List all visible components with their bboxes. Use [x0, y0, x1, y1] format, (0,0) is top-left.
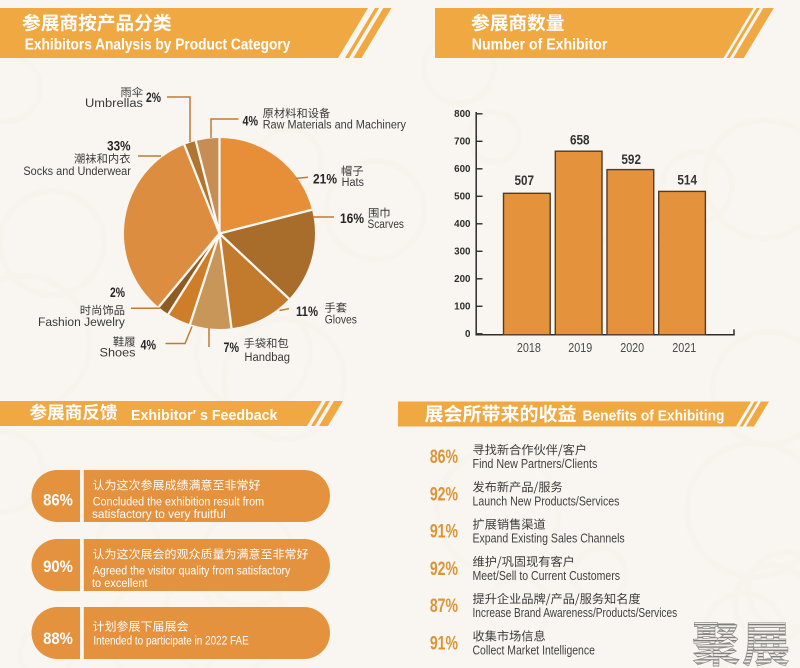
svg-text:87%: 87% [430, 595, 458, 617]
svg-text:Exhibitor′ s Feedback: Exhibitor′ s Feedback [131, 408, 277, 424]
svg-text:100: 100 [454, 302, 471, 313]
svg-text:2019: 2019 [568, 340, 592, 355]
svg-text:91%: 91% [430, 632, 458, 654]
svg-text:300: 300 [454, 247, 471, 258]
svg-text:21%: 21% [313, 170, 337, 186]
svg-text:400: 400 [454, 219, 471, 230]
svg-text:Scarves: Scarves [368, 218, 405, 231]
svg-text:2021: 2021 [672, 340, 696, 355]
svg-text:11%: 11% [296, 303, 319, 320]
svg-text:2020: 2020 [620, 340, 644, 355]
svg-text:satisfactory to very fruitful: satisfactory to very fruitful [92, 507, 226, 521]
svg-text:16%: 16% [340, 210, 364, 226]
svg-text:Benefits of Exhibiting: Benefits of Exhibiting [583, 408, 725, 424]
svg-text:507: 507 [515, 172, 535, 188]
svg-text:Agreed the visitor quality fro: Agreed the visitor quality from satisfac… [93, 565, 291, 578]
svg-text:4%: 4% [141, 337, 157, 353]
svg-text:Meet/Sell to Current Customers: Meet/Sell to Current Customers [473, 569, 621, 583]
svg-text:600: 600 [454, 164, 471, 175]
svg-text:2%: 2% [146, 89, 161, 105]
svg-text:2018: 2018 [517, 340, 541, 355]
svg-text:88%: 88% [43, 630, 73, 648]
svg-text:7%: 7% [224, 340, 240, 356]
svg-text:500: 500 [454, 192, 471, 203]
svg-text:200: 200 [454, 274, 471, 285]
svg-text:Socks and Underwear: Socks and Underwear [23, 165, 131, 179]
svg-text:Umbrellas: Umbrellas [85, 96, 143, 110]
svg-text:Fashion Jewelry: Fashion Jewelry [38, 315, 126, 329]
svg-text:90%: 90% [43, 558, 73, 576]
svg-text:800: 800 [454, 109, 471, 120]
svg-text:Increase Brand Awareness/Produ: Increase Brand Awareness/Products/Servic… [473, 607, 678, 620]
svg-text:514: 514 [677, 171, 697, 187]
svg-text:700: 700 [454, 137, 471, 148]
svg-text:Launch New Products/Services: Launch New Products/Services [473, 494, 620, 508]
svg-text:to excellent: to excellent [92, 576, 148, 590]
svg-text:Number of Exhibitor: Number of Exhibitor [472, 37, 608, 54]
svg-text:Find New Partners/Clients: Find New Partners/Clients [473, 456, 598, 471]
svg-text:92%: 92% [430, 558, 458, 580]
svg-text:2%: 2% [110, 284, 125, 300]
svg-text:Expand Existing Sales Channels: Expand Existing Sales Channels [473, 532, 625, 546]
svg-text:86%: 86% [43, 492, 73, 510]
svg-text:592: 592 [621, 151, 641, 167]
svg-text:33%: 33% [107, 138, 131, 154]
svg-text:Handbag: Handbag [244, 351, 290, 365]
svg-text:92%: 92% [430, 483, 458, 505]
svg-text:Exhibitors Analysis by Product: Exhibitors Analysis by Product Category [25, 37, 291, 54]
svg-text:91%: 91% [430, 520, 458, 542]
svg-text:Shoes: Shoes [100, 346, 136, 360]
svg-text:Raw Materials and Machinery: Raw Materials and Machinery [263, 118, 406, 132]
svg-text:Collect Market Intelligence: Collect Market Intelligence [473, 643, 595, 657]
svg-text:86%: 86% [430, 446, 458, 468]
svg-text:0: 0 [465, 329, 471, 340]
svg-text:Intended to participate in 202: Intended to participate in 2022 FAE [93, 634, 248, 647]
svg-text:Concluded the exhibition resul: Concluded the exhibition result from [93, 496, 264, 509]
svg-text:4%: 4% [243, 113, 259, 129]
svg-text:658: 658 [570, 132, 590, 148]
svg-text:Gloves: Gloves [325, 314, 357, 327]
svg-text:Hats: Hats [342, 175, 365, 189]
